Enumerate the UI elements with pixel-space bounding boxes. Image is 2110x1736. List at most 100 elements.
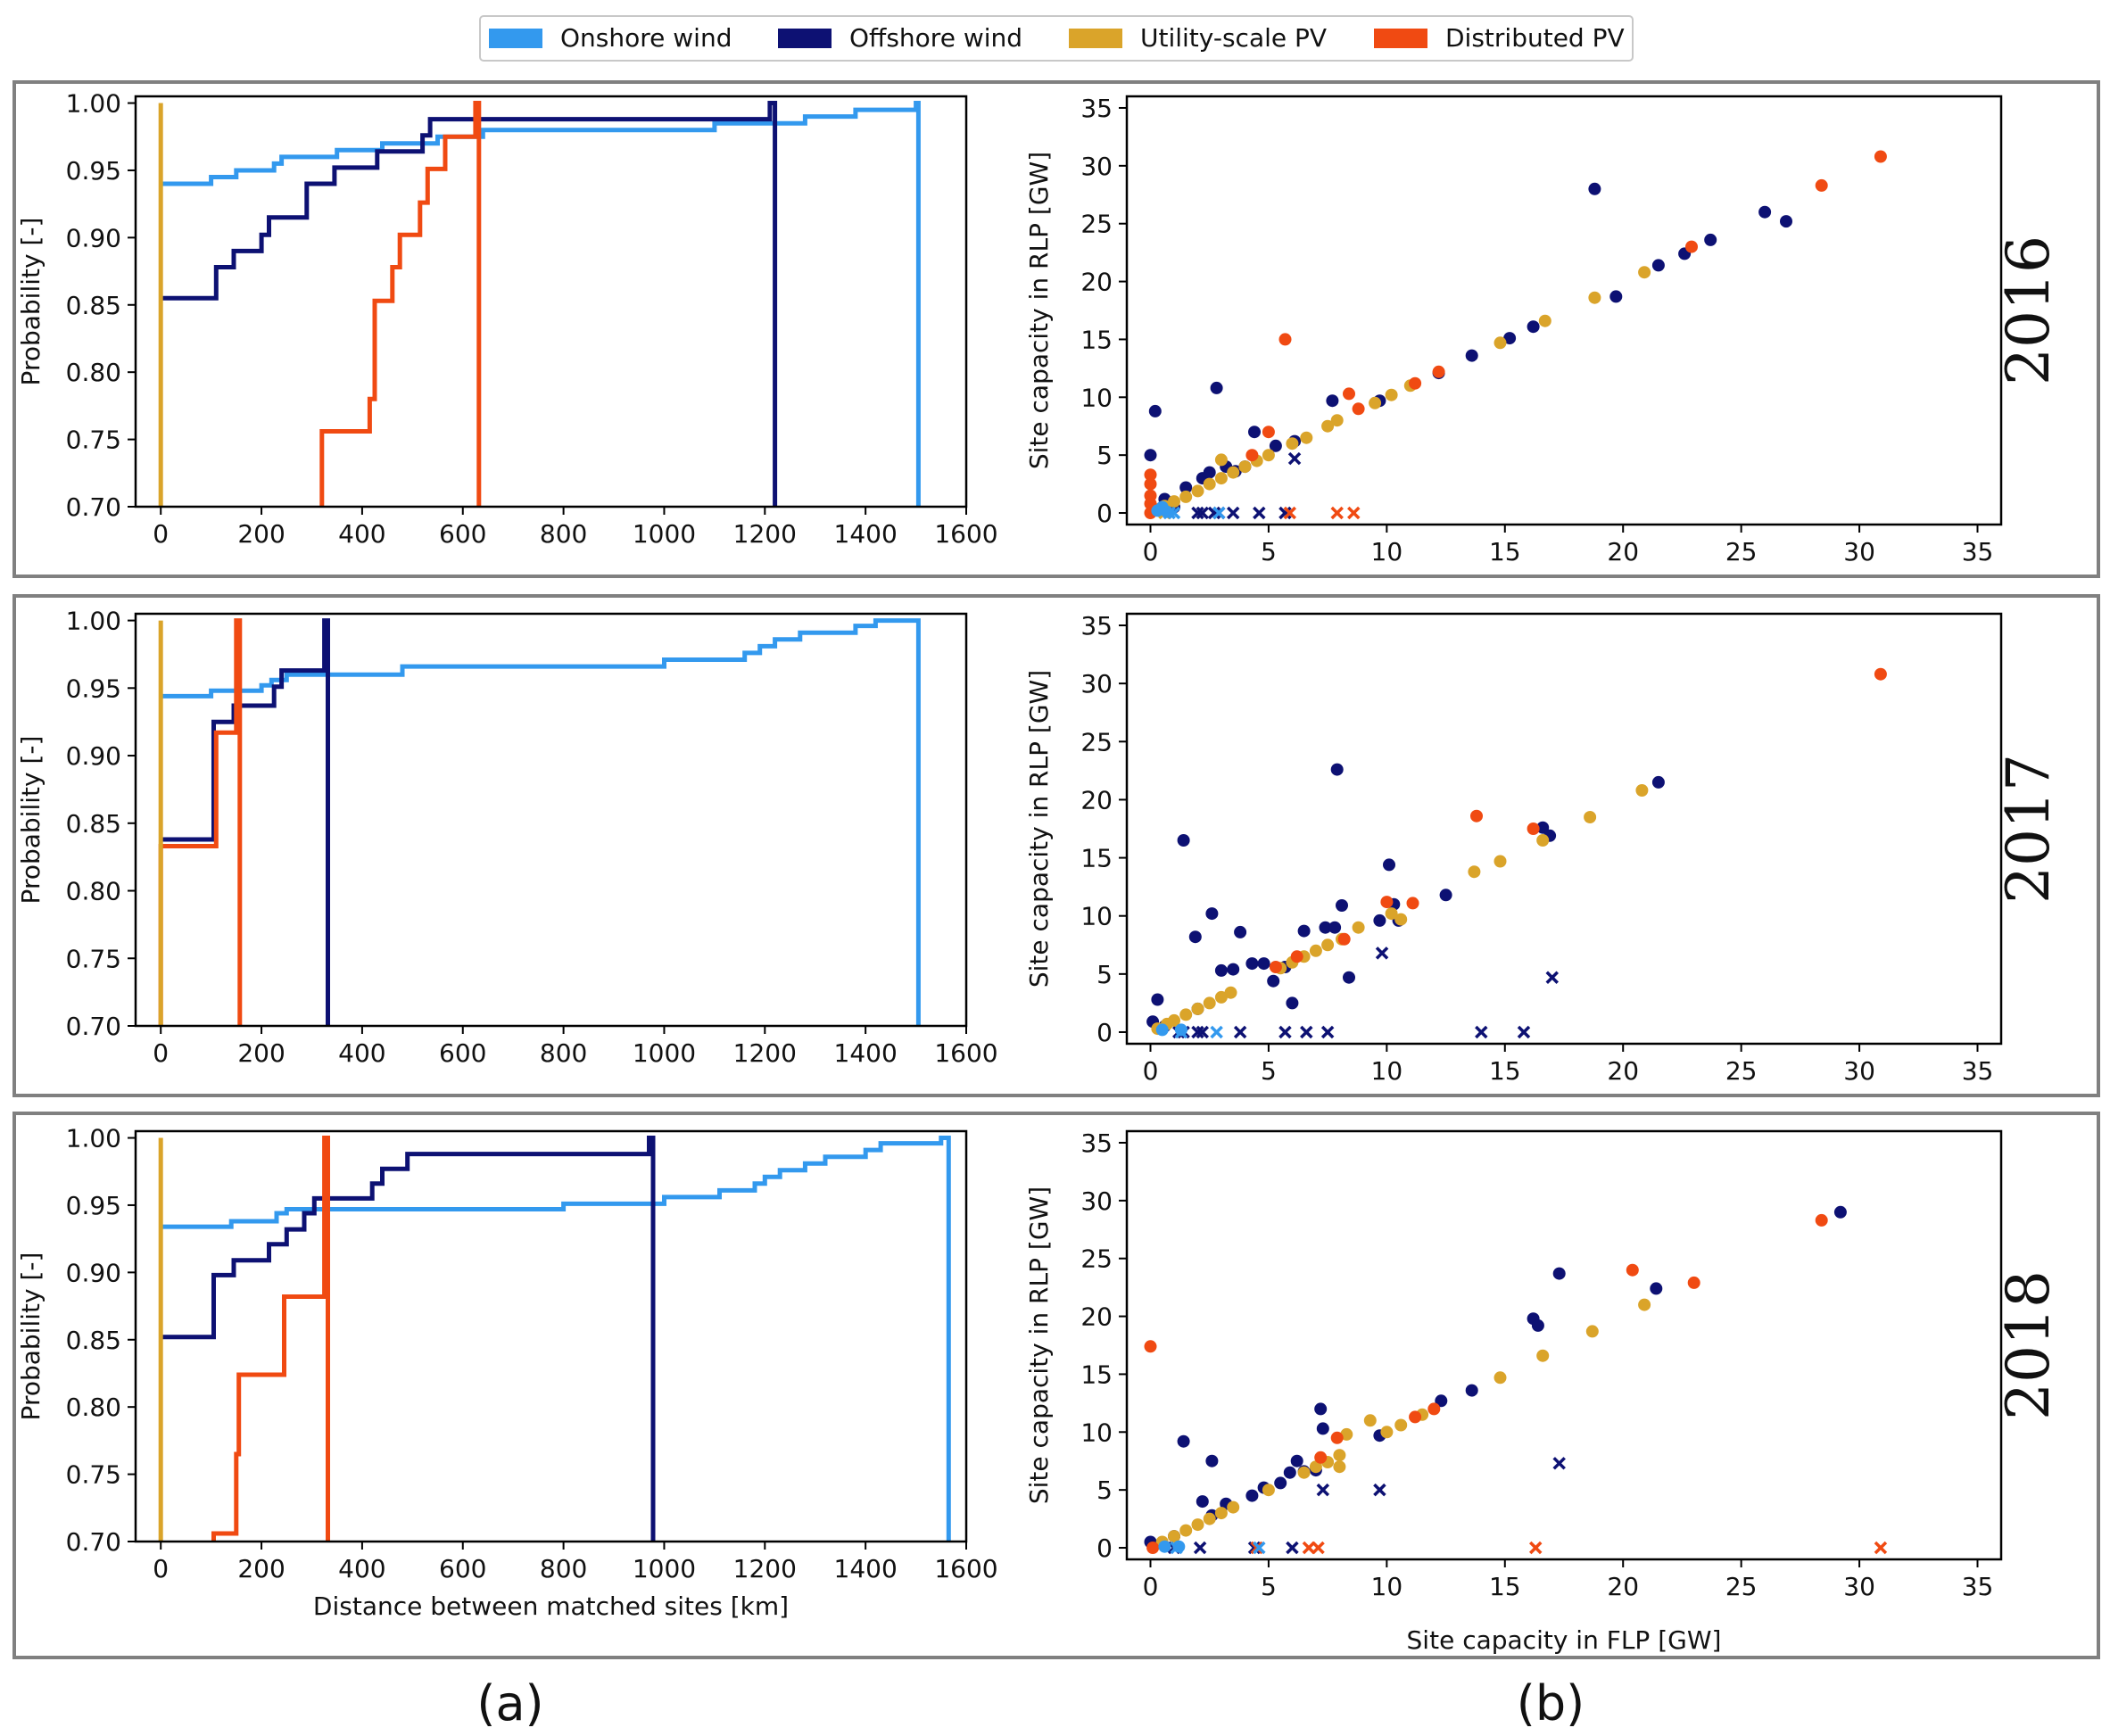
y-tick-label: 0.90	[66, 223, 121, 252]
cross-offshore	[1191, 1025, 1204, 1039]
x-tick-label: 5	[1261, 537, 1277, 566]
point-offshore	[1503, 332, 1517, 345]
point-utility	[1333, 1460, 1346, 1474]
point-offshore	[1290, 1454, 1303, 1467]
point-offshore	[1780, 215, 1792, 228]
row-frame-2016	[12, 80, 2100, 578]
point-distributed	[1432, 365, 1445, 378]
y-tick-label: 0.75	[66, 944, 121, 973]
point-distributed	[1626, 1263, 1639, 1277]
point-utility	[1494, 1371, 1507, 1385]
x-tick-label: 1000	[633, 1554, 696, 1583]
chart-cdf-2018: 0 200 400 600 800 1000 1200 1400 1600 0.70 0.75 0.8…	[16, 1124, 998, 1621]
point-utility	[1262, 1484, 1275, 1497]
y-tick-label: 15	[1080, 1360, 1113, 1389]
x-tick-label: 20	[1607, 1056, 1639, 1086]
x-tick-label: 1600	[934, 1554, 997, 1583]
y-tick-label: 0.80	[66, 358, 121, 387]
point-utility	[1369, 396, 1382, 409]
y-tick-label: 30	[1080, 152, 1113, 181]
y-axis-label: Site capacity in RLP [GW]	[1024, 152, 1054, 469]
point-distributed	[1527, 823, 1540, 835]
x-tick-label: 1400	[834, 1554, 898, 1583]
y-tick-label: 0.75	[66, 426, 121, 455]
point-utility	[1227, 466, 1240, 479]
cross-offshore	[1375, 947, 1389, 960]
point-offshore	[1196, 1495, 1209, 1509]
point-utility	[1214, 472, 1228, 485]
x-tick-label: 0	[153, 1554, 169, 1583]
point-offshore	[1314, 1402, 1328, 1416]
row-frame-2017	[12, 594, 2100, 1097]
x-tick-label: 1200	[733, 1554, 797, 1583]
x-tick-label: 0	[1143, 1572, 1159, 1601]
x-tick-label: 400	[338, 1038, 385, 1068]
point-utility	[1179, 490, 1193, 503]
point-distributed	[1409, 1410, 1422, 1424]
point-distributed	[1337, 932, 1351, 946]
y-tick-label: 30	[1080, 1186, 1113, 1216]
y-tick-label: 35	[1080, 1128, 1113, 1158]
y-axis-label: Probability [-]	[16, 218, 46, 386]
point-utility	[1262, 449, 1275, 462]
cdf-line-onshore	[161, 618, 921, 1026]
chart-scatter-2018: 0 5 10 15 20 25 30 35 0 5 10 15 20 25 30 35 Site capacit…	[1024, 1128, 2063, 1655]
point-utility	[1585, 1325, 1599, 1338]
cross-distributed	[1302, 1541, 1316, 1555]
y-tick-label: 1.00	[66, 89, 121, 119]
plot-frame	[134, 612, 968, 1028]
point-onshore	[1155, 1023, 1169, 1037]
year-label: 2018	[1994, 1270, 2063, 1420]
y-tick-label: 0.70	[66, 492, 121, 522]
cross-onshore	[1210, 1025, 1223, 1039]
point-offshore	[1531, 1319, 1544, 1332]
point-distributed	[1874, 150, 1887, 163]
y-tick-label: 20	[1080, 1302, 1113, 1332]
point-offshore	[1588, 182, 1601, 195]
cross-onshore	[1174, 1025, 1188, 1039]
cross-onshore	[1212, 506, 1226, 520]
point-offshore	[1328, 921, 1342, 934]
point-offshore	[1319, 921, 1332, 934]
cross-distributed	[1330, 506, 1344, 520]
legend-label-onshore: Onshore wind	[560, 23, 732, 53]
chart-cdf-2016: 0 200 400 600 800 1000 1200 1400 1600 0.70 0.75 0.8…	[16, 89, 998, 549]
point-utility	[1191, 1518, 1204, 1532]
point-utility	[1363, 1414, 1377, 1427]
point-distributed	[1815, 1213, 1828, 1227]
cross-distributed	[1528, 1541, 1543, 1555]
point-offshore	[1651, 775, 1665, 789]
legend-label-distributed: Distributed PV	[1445, 23, 1625, 53]
y-tick-label: 20	[1080, 785, 1113, 814]
point-distributed	[1352, 402, 1365, 416]
cross-offshore	[1545, 971, 1559, 984]
point-utility	[1309, 944, 1322, 957]
legend-swatch-onshore	[489, 29, 542, 48]
point-utility	[1179, 1008, 1193, 1021]
cross-offshore	[1320, 1025, 1335, 1039]
point-offshore	[1245, 957, 1259, 971]
point-utility	[1340, 1427, 1353, 1441]
cross-offshore	[1517, 1025, 1531, 1039]
point-offshore	[1704, 233, 1717, 246]
y-tick-label: 25	[1080, 1244, 1113, 1274]
point-distributed	[1380, 896, 1394, 909]
point-utility	[1394, 913, 1408, 926]
cdf-line-distributed	[211, 1136, 330, 1542]
panel-label-a: (a)	[476, 1675, 543, 1732]
point-utility	[1333, 1449, 1346, 1462]
y-tick-label: 0.75	[66, 1460, 121, 1490]
point-offshore	[1465, 1384, 1478, 1397]
y-tick-label: 0.85	[66, 809, 121, 839]
x-tick-label: 0	[153, 519, 169, 549]
point-distributed	[1687, 1276, 1700, 1289]
cross-offshore	[1207, 506, 1221, 520]
year-label: 2017	[1994, 754, 2063, 904]
x-tick-label: 35	[1962, 1056, 1994, 1086]
cross-offshore	[1278, 1025, 1292, 1039]
row-frame-2018	[12, 1112, 2100, 1659]
point-offshore	[1274, 1476, 1287, 1490]
cross-offshore	[1373, 1483, 1386, 1497]
legend-swatch-distributed	[1374, 29, 1427, 48]
x-tick-label: 30	[1843, 1572, 1875, 1601]
